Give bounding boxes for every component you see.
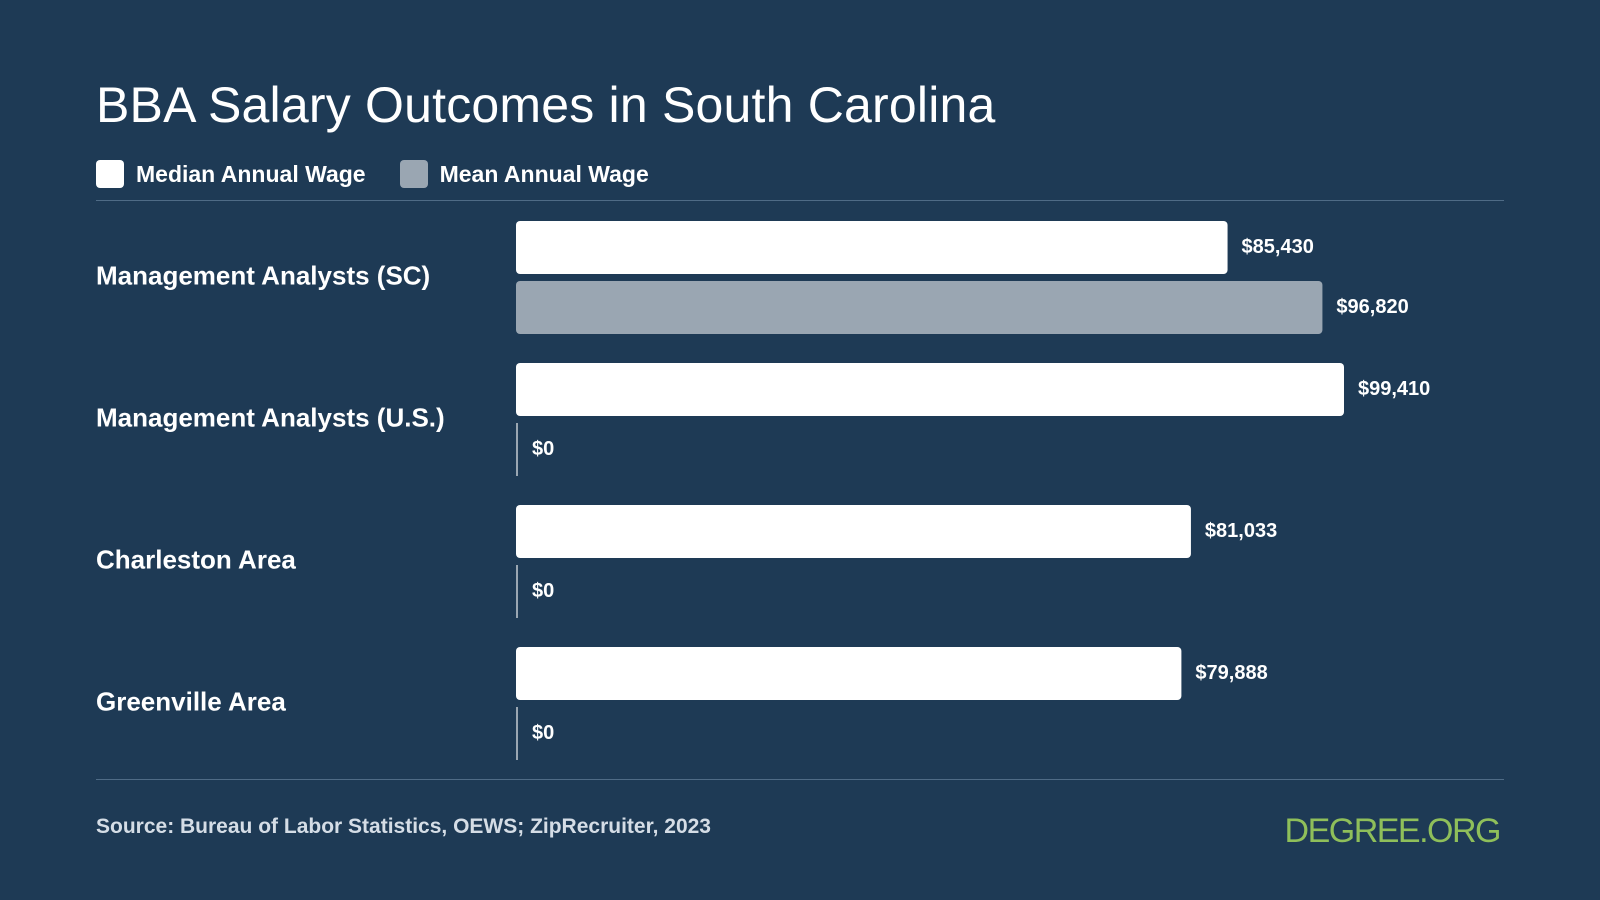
legend-swatch-median	[96, 160, 124, 188]
legend-item-mean: Mean Annual Wage	[399, 160, 649, 188]
data-label: $99,410	[1358, 378, 1430, 400]
legend-label-median: Median Annual Wage	[136, 160, 366, 187]
legend-swatch-mean	[399, 160, 428, 188]
category-label: Greenville Area	[96, 686, 286, 716]
source-note: Source: Bureau of Labor Statistics, OEWS…	[96, 815, 711, 838]
legend: Median Annual Wage Mean Annual Wage	[96, 160, 649, 188]
data-label: $0	[532, 438, 554, 460]
legend-label-mean: Mean Annual Wage	[439, 160, 649, 187]
legend-item-median: Median Annual Wage	[96, 160, 366, 188]
bar-median	[516, 647, 1182, 700]
data-label: $0	[532, 722, 554, 744]
data-label: $96,820	[1336, 296, 1408, 318]
data-label: $79,888	[1195, 662, 1267, 684]
category-label: Management Analysts (SC)	[96, 260, 430, 290]
data-label: $0	[532, 580, 554, 602]
category-label: Management Analysts (U.S.)	[96, 402, 445, 432]
brand-logo: DEGREE.ORG	[1284, 812, 1502, 850]
data-label: $81,033	[1205, 520, 1277, 542]
bar-mean	[516, 281, 1323, 334]
chart-title: BBA Salary Outcomes in South Carolina	[96, 77, 996, 133]
bottom-divider	[96, 779, 1504, 780]
data-label: $85,430	[1242, 236, 1314, 258]
top-divider	[96, 200, 1504, 201]
bar-median	[516, 221, 1228, 274]
bar-median	[516, 505, 1191, 558]
bar-median	[516, 363, 1344, 416]
category-label: Charleston Area	[96, 544, 296, 574]
